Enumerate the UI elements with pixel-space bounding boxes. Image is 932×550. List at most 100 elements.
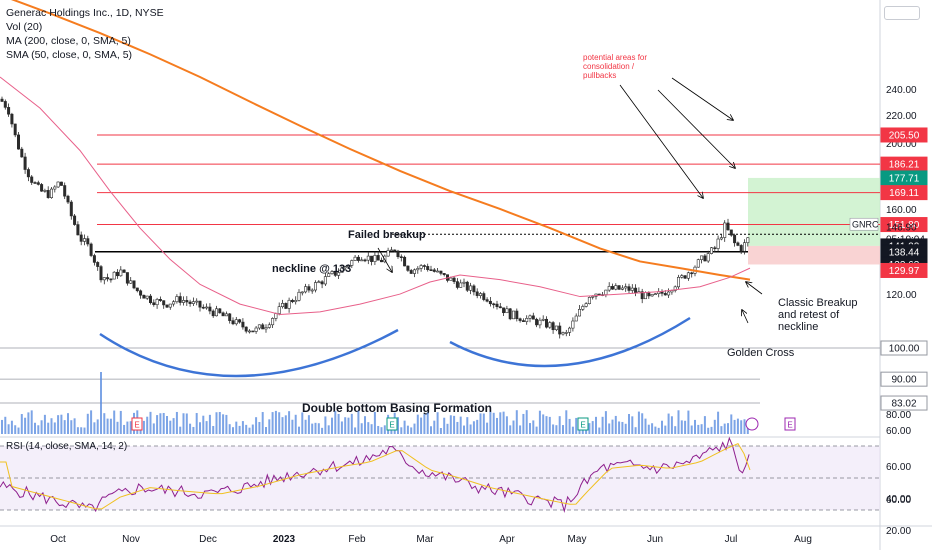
volume-bar — [327, 425, 330, 434]
volume-bar — [538, 410, 541, 434]
volume-bar — [674, 426, 677, 434]
candle-body — [729, 229, 733, 236]
volume-bar — [182, 413, 185, 434]
volume-bar — [228, 424, 231, 434]
annotation-arrow — [671, 77, 733, 120]
candle-body — [191, 301, 195, 304]
volume-bar — [192, 426, 195, 434]
annotation-arrow — [657, 89, 735, 168]
x-tick-label: Dec — [199, 534, 217, 545]
candle-body — [109, 278, 113, 281]
volume-bar — [166, 416, 168, 434]
volume-bar — [400, 427, 403, 434]
candle-body — [719, 237, 723, 240]
volume-bar — [565, 410, 568, 434]
candle-body — [36, 182, 40, 185]
candle-body — [462, 281, 466, 284]
candle-body — [96, 262, 100, 267]
volume-bar — [463, 425, 465, 434]
candle-body — [346, 265, 350, 267]
candle-body — [426, 266, 430, 270]
candle-body — [469, 285, 473, 291]
volume-bar — [618, 421, 621, 434]
candle-body — [168, 303, 172, 308]
volume-bar — [113, 410, 116, 434]
volume-bar — [736, 418, 739, 434]
candle-body — [251, 330, 255, 333]
candle-body — [274, 313, 278, 319]
volume-bar — [156, 415, 159, 434]
volume-bar — [591, 421, 594, 434]
legend-sma50: SMA (50, close, 0, SMA, 5) — [6, 49, 133, 61]
volume-bar — [208, 414, 211, 434]
candle-body — [330, 271, 334, 274]
candle-body — [742, 242, 746, 252]
candle-body — [571, 320, 575, 329]
candle-body — [663, 293, 667, 296]
volume-bar — [63, 420, 66, 434]
volume-bar — [274, 410, 277, 434]
volume-bar — [446, 423, 449, 434]
price-tag-text: 138.44 — [889, 247, 920, 258]
candle-body — [531, 315, 535, 320]
volume-bar — [522, 413, 525, 434]
candle-body — [125, 272, 129, 284]
volume-bar — [172, 418, 175, 434]
volume-bar — [123, 424, 126, 434]
candle-body — [254, 327, 258, 332]
volume-bar — [357, 410, 360, 434]
candle-body — [363, 259, 367, 262]
volume-axis-label: 60.00 — [886, 426, 911, 437]
candle-body — [208, 306, 212, 312]
candle-body — [43, 190, 47, 192]
volume-bar — [416, 414, 419, 434]
candle-body — [287, 299, 291, 309]
candle-body — [241, 321, 245, 328]
candle-body — [360, 259, 364, 262]
earnings-icon-letter: E — [787, 421, 792, 430]
volume-bar — [479, 413, 482, 434]
candle-body — [393, 249, 397, 252]
volume-bar — [492, 412, 495, 434]
volume-bar — [601, 416, 604, 434]
candle-body — [379, 259, 383, 263]
volume-bar — [146, 416, 149, 434]
volume-bar — [142, 420, 145, 434]
candle-body — [228, 313, 232, 321]
volume-bar — [47, 422, 50, 434]
candle-body — [129, 280, 133, 284]
volume-bar — [354, 427, 357, 434]
candle-body — [205, 306, 209, 309]
volume-bar — [525, 410, 528, 434]
volume-bar — [7, 424, 10, 434]
volume-bar — [717, 411, 720, 434]
second-bottom-arc — [449, 316, 691, 368]
volume-bar — [697, 424, 700, 434]
candle-body — [86, 238, 90, 245]
volume-bar — [512, 420, 515, 434]
candle-body — [149, 295, 153, 304]
x-tick-label: 2023 — [273, 534, 296, 545]
volume-bar — [598, 427, 601, 434]
candle-body — [300, 291, 304, 294]
price-tag-bg — [880, 127, 928, 143]
candle-body — [485, 299, 489, 302]
candle-body — [564, 332, 568, 334]
volume-bar — [644, 418, 647, 434]
volume-bar — [241, 421, 244, 434]
volume-bar — [651, 423, 654, 434]
price-tag-bg — [880, 340, 928, 356]
volume-bar — [720, 426, 723, 434]
candle-body — [412, 269, 416, 274]
volume-bar — [426, 412, 429, 434]
y-tick-label: 200.00 — [886, 139, 917, 150]
candle-body — [465, 281, 469, 291]
candle-body — [535, 318, 539, 326]
chart-settings-button[interactable] — [884, 6, 920, 20]
candle-body — [432, 269, 436, 272]
volume-bar — [383, 425, 386, 434]
volume-bar — [106, 418, 109, 434]
last-price-label: 146.90 — [886, 222, 917, 233]
rsi-tick-label: 40.00 — [886, 494, 911, 505]
volume-bar — [86, 413, 89, 434]
